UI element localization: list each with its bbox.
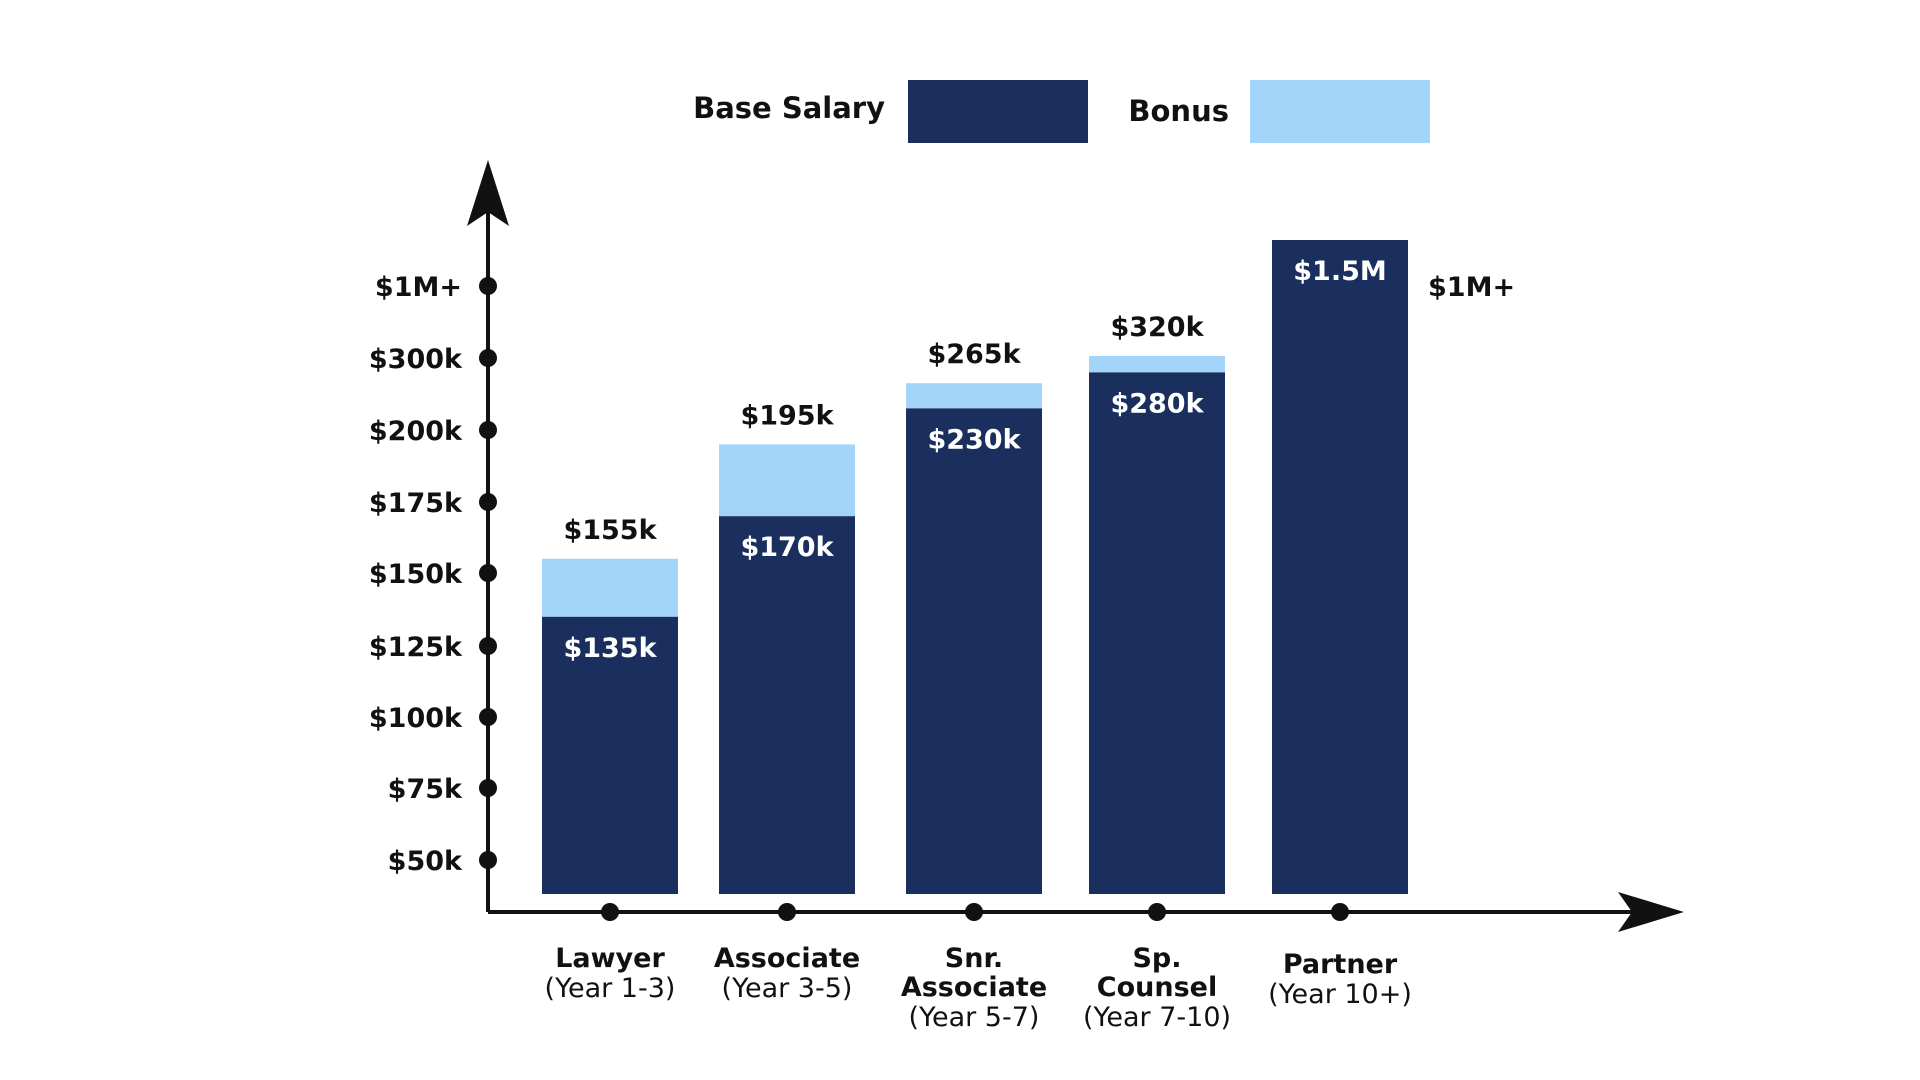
x-tick-dot [1331,903,1349,921]
y-tick-dot [479,493,497,511]
y-tick-dot [479,637,497,655]
y-tick-label: $1M+ [375,272,462,303]
legend-swatch-bonus [1250,80,1430,143]
x-axis-arrow [1618,892,1684,932]
category-title: Sp. [1132,943,1181,974]
bar-bonus-segment [1089,355,1225,373]
category-subtitle: (Year 5-7) [909,1002,1040,1033]
y-tick-label: $125k [369,632,463,663]
bar-base-label: $230k [927,424,1021,455]
y-tick-label: $100k [369,703,463,734]
category-title: Partner [1283,949,1398,980]
bar-side-label: $1M+ [1428,272,1515,303]
y-tick-dot [479,779,497,797]
bar-total-label: $265k [927,339,1021,370]
category-title: Lawyer [555,943,665,974]
legend-label-base-salary: Base Salary [693,91,885,125]
y-tick-label: $200k [369,416,463,447]
bars: $135k $155k $170k $195k $230k $265k $280k $320k… [542,240,1515,894]
category-title: Counsel [1097,972,1217,1003]
y-tick-label: $175k [369,488,463,519]
y-tick-dot [479,564,497,582]
y-axis-ticks: $50k $75k $100k $125k $150k $175k $200k $300k $1… [369,272,497,877]
category-subtitle: (Year 10+) [1268,979,1412,1010]
y-axis-arrow [467,160,509,226]
bar-total-label: $155k [563,515,657,546]
bar-base-label: $280k [1110,388,1204,419]
bar-base-segment [542,616,678,894]
x-tick-dot [965,903,983,921]
category-title: Associate [901,972,1047,1003]
x-tick-dot [1148,903,1166,921]
category-title: Snr. [945,943,1003,974]
bar-base-segment [1272,240,1408,894]
bar-base-segment [719,516,855,894]
category-subtitle: (Year 7-10) [1083,1002,1231,1033]
y-tick-dot [479,851,497,869]
category-subtitle: (Year 3-5) [722,973,853,1004]
bar-bonus-segment [719,444,855,517]
y-tick-label: $300k [369,344,463,375]
bar-base-label: $170k [740,532,834,563]
bar-base-label: $135k [563,633,657,664]
x-tick-dot [601,903,619,921]
y-tick-dot [479,708,497,726]
bar-total-label: $195k [740,400,834,431]
y-tick-label: $50k [388,846,463,877]
y-tick-label: $150k [369,559,463,590]
bar-base-label: $1.5M [1293,256,1387,287]
bar-bonus-segment [542,558,678,617]
legend-label-bonus: Bonus [1128,94,1229,128]
y-tick-dot [479,277,497,295]
x-axis-ticks: Lawyer(Year 1-3)Associate(Year 3-5)Snr.A… [545,903,1412,1033]
y-tick-label: $75k [388,774,463,805]
bar-base-segment [906,408,1042,894]
category-title: Associate [714,943,860,974]
y-tick-dot [479,421,497,439]
bar-bonus-segment [906,383,1042,409]
category-subtitle: (Year 1-3) [545,973,676,1004]
x-tick-dot [778,903,796,921]
legend: Base Salary Bonus [693,80,1430,143]
bar-total-label: $320k [1110,312,1204,343]
legend-swatch-base-salary [908,80,1088,143]
bar-base-segment [1089,372,1225,894]
y-tick-dot [479,349,497,367]
